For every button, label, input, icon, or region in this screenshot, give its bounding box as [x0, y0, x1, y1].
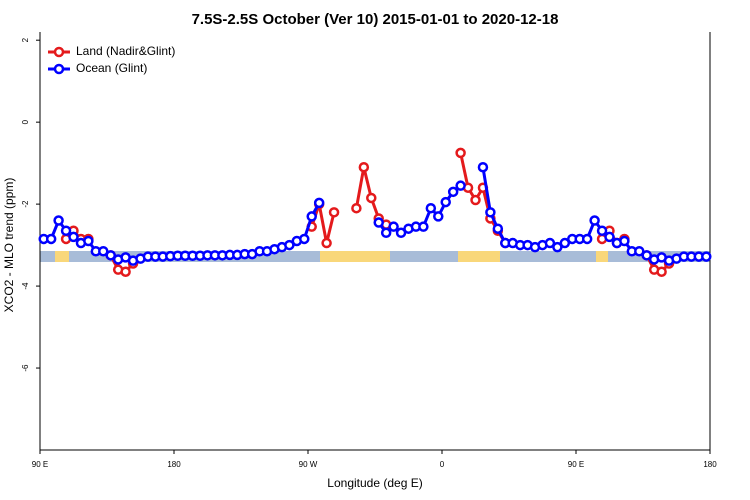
- data-point: [634, 245, 645, 257]
- map-strip: [40, 251, 710, 262]
- data-point: [306, 211, 317, 222]
- x-tick-label: 90 W: [299, 460, 318, 469]
- data-point: [83, 235, 94, 247]
- data-point: [485, 207, 496, 218]
- y-tick-label: -2: [21, 200, 30, 208]
- data-point: [105, 250, 116, 261]
- data-point: [455, 147, 466, 159]
- legend-marker: [53, 46, 65, 58]
- data-point: [284, 239, 295, 251]
- data-point: [619, 235, 630, 247]
- data-point: [366, 192, 377, 204]
- series: [38, 161, 712, 266]
- data-point: [425, 202, 437, 214]
- land-strip: [458, 251, 500, 262]
- data-point: [380, 227, 392, 239]
- data-point: [477, 161, 489, 173]
- data-point: [559, 237, 571, 249]
- data-point: [120, 266, 131, 277]
- land-strip: [55, 251, 69, 262]
- data-point: [299, 233, 310, 245]
- data-point: [596, 225, 608, 237]
- land-strip: [320, 251, 390, 262]
- data-point: [321, 237, 332, 249]
- x-tick-label: 90 E: [32, 460, 48, 469]
- data-point: [373, 217, 384, 228]
- data-point: [492, 223, 504, 234]
- data-point: [447, 186, 459, 198]
- data-point: [418, 221, 429, 232]
- data-point: [544, 237, 556, 249]
- legend-label: Ocean (Glint): [76, 61, 147, 75]
- data-point: [604, 231, 615, 243]
- data-point: [351, 202, 362, 214]
- legend-marker: [53, 63, 65, 75]
- x-tick-label: 0: [440, 460, 445, 469]
- data-point: [313, 197, 325, 209]
- data-point: [358, 161, 370, 173]
- data-point: [60, 225, 72, 237]
- data-point: [433, 211, 444, 222]
- x-axis-label: Longitude (deg E): [327, 476, 422, 490]
- legend-label: Land (Nadir&Glint): [76, 44, 175, 58]
- x-tick-label: 90 E: [568, 460, 584, 469]
- data-point: [455, 180, 466, 191]
- data-point: [581, 233, 593, 245]
- x-tick-label: 180: [167, 460, 181, 469]
- data-point: [656, 266, 667, 277]
- y-tick-label: -4: [21, 282, 30, 290]
- data-point: [440, 196, 451, 208]
- y-axis-label: XCO2 - MLO trend (ppm): [2, 178, 16, 313]
- y-tick-label: 2: [21, 37, 30, 42]
- x-tick-label: 180: [703, 460, 717, 469]
- chart-title: 7.5S-2.5S October (Ver 10) 2015-01-01 to…: [192, 11, 559, 28]
- data-point: [552, 241, 563, 253]
- data-point: [395, 227, 407, 239]
- y-tick-label: -6: [21, 364, 30, 372]
- data-point: [98, 245, 109, 257]
- data-point: [68, 231, 79, 243]
- land-strip: [596, 251, 608, 262]
- data-point: [701, 251, 712, 262]
- data-point: [589, 215, 600, 226]
- data-point: [641, 250, 652, 261]
- data-point: [470, 194, 481, 206]
- data-point: [45, 233, 57, 245]
- data-point: [53, 215, 64, 226]
- data-point: [388, 221, 399, 232]
- data-point: [328, 207, 340, 218]
- y-tick-label: 0: [21, 119, 30, 124]
